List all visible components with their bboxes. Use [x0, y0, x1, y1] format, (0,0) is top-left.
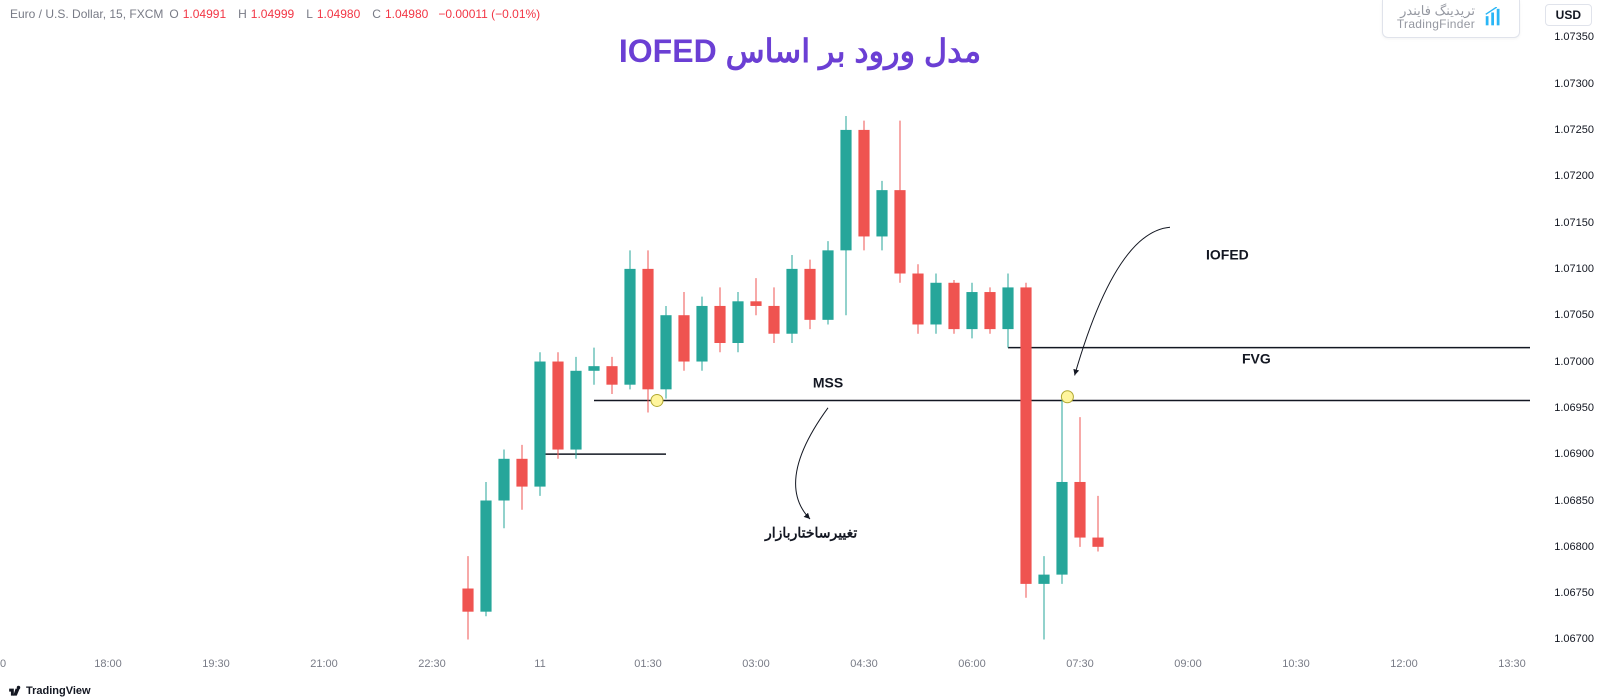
brand-fa: تریدینگ فایندر: [1397, 4, 1475, 18]
l-value: 1.04980: [317, 7, 360, 21]
xtick: 11: [534, 658, 545, 670]
h-value: 1.04999: [251, 7, 294, 21]
svg-text:تغییرساختاربازار: تغییرساختاربازار: [764, 525, 857, 542]
xtick: 30: [0, 658, 6, 670]
ytick: 1.06800: [1554, 541, 1594, 553]
xtick: 07:30: [1066, 658, 1094, 670]
ytick: 1.07050: [1554, 309, 1594, 321]
currency-badge[interactable]: USD: [1545, 4, 1592, 26]
xtick: 21:00: [310, 658, 338, 670]
ytick: 1.06850: [1554, 495, 1594, 507]
xtick: 03:00: [742, 658, 770, 670]
svg-text:MSS: MSS: [813, 374, 843, 390]
xtick: 10:30: [1282, 658, 1310, 670]
tv-icon: [8, 684, 22, 698]
price-axis[interactable]: 1.06700 1.06750 1.06800 1.06850 1.06900 1.069…: [1530, 28, 1600, 658]
ytick: 1.06950: [1554, 402, 1594, 414]
h-label: H: [238, 7, 247, 21]
xtick: 06:00: [958, 658, 986, 670]
ytick: 1.07150: [1554, 217, 1594, 229]
footer-text: TradingView: [26, 685, 91, 697]
change-value: −0.00011 (−0.01%): [438, 7, 540, 21]
o-value: 1.04991: [183, 7, 226, 21]
chart-canvas[interactable]: MSS FVG IOFED تغییرساختاربازار: [0, 28, 1530, 658]
xtick: 18:00: [94, 658, 122, 670]
xtick: 19:30: [202, 658, 230, 670]
ytick: 1.07100: [1554, 263, 1594, 275]
xtick: 09:00: [1174, 658, 1202, 670]
ytick: 1.07000: [1554, 356, 1594, 368]
ytick: 1.06750: [1554, 587, 1594, 599]
svg-text:IOFED: IOFED: [1206, 247, 1249, 263]
brand-icon: [1483, 7, 1505, 29]
c-label: C: [372, 7, 381, 21]
xtick: 13:30: [1498, 658, 1526, 670]
svg-text:FVG: FVG: [1242, 350, 1271, 366]
xtick: 04:30: [850, 658, 878, 670]
symbol-label: Euro / U.S. Dollar, 15, FXCM: [10, 7, 163, 21]
chart-header: Euro / U.S. Dollar, 15, FXCM O 1.04991 H…: [0, 0, 1600, 28]
o-label: O: [169, 7, 178, 21]
xtick: 22:30: [418, 658, 446, 670]
time-axis[interactable]: 30 18:00 19:30 21:00 22:30 11 01:30 03:00 04:30 0…: [0, 658, 1530, 678]
c-value: 1.04980: [385, 7, 428, 21]
ytick: 1.07250: [1554, 124, 1594, 136]
xtick: 12:00: [1390, 658, 1418, 670]
tradingview-logo: TradingView: [8, 684, 91, 698]
l-label: L: [306, 7, 313, 21]
ytick: 1.07200: [1554, 170, 1594, 182]
ytick: 1.06700: [1554, 633, 1594, 645]
ytick: 1.06900: [1554, 448, 1594, 460]
xtick: 01:30: [634, 658, 662, 670]
ytick: 1.07350: [1554, 31, 1594, 43]
ytick: 1.07300: [1554, 78, 1594, 90]
